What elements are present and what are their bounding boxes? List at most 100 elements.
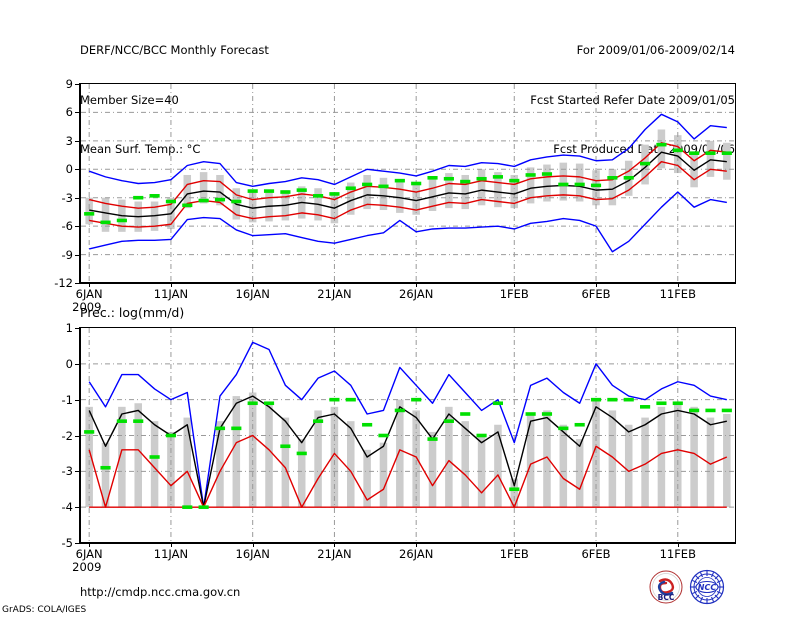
logo-group: BCC NCC xyxy=(645,569,740,605)
spread-bar xyxy=(412,184,420,215)
x-axis-tick-mark xyxy=(416,283,418,287)
spread-bar xyxy=(706,417,715,508)
series-line-3 xyxy=(88,434,728,508)
x-axis-tick-label: 1FEB xyxy=(499,287,529,301)
observation-dash xyxy=(133,195,144,200)
x-axis-tick-label: 11FEB xyxy=(659,287,696,301)
y-axis-tick-label: -4 xyxy=(61,500,73,515)
chart-title: DERF/NCC/BCC Monthly Forecast xyxy=(80,43,269,57)
spread-bar xyxy=(134,403,142,508)
spread-bar xyxy=(428,178,437,211)
spread-bar xyxy=(412,410,420,508)
observation-dash xyxy=(656,142,667,147)
observation-dash xyxy=(689,151,700,155)
spread-bar xyxy=(559,424,568,508)
spread-bar xyxy=(690,406,698,508)
x-axis-tick-label: 11JAN xyxy=(153,547,189,561)
spread-bar xyxy=(314,410,322,508)
observation-dash xyxy=(411,181,422,186)
observation-dash xyxy=(362,422,373,427)
svg-text:BCC: BCC xyxy=(658,593,675,602)
y-axis-tick-mark xyxy=(75,471,81,473)
spread-bar xyxy=(428,431,437,508)
spread-bar xyxy=(101,442,110,508)
y-axis-tick-mark xyxy=(75,226,81,228)
x-axis-tick-label: 6FEB xyxy=(581,287,611,301)
y-axis-tick-label: -3 xyxy=(61,190,73,205)
y-axis-tick-mark xyxy=(75,435,81,437)
y-axis-tick-label: -6 xyxy=(61,219,73,234)
y-axis-tick-label: 0 xyxy=(65,162,73,177)
observation-dash xyxy=(182,505,193,509)
x-axis-tick-label: 16JAN xyxy=(235,287,270,301)
y-axis-tick-mark xyxy=(75,169,81,171)
spread-bar xyxy=(674,135,682,174)
y-axis-tick-label: 3 xyxy=(65,133,73,148)
observation-dash xyxy=(427,437,438,441)
spread-bar xyxy=(379,177,388,211)
spread-bar xyxy=(363,449,371,508)
observation-dash xyxy=(607,176,618,180)
spread-bar xyxy=(674,403,682,508)
y-axis-tick-mark xyxy=(75,140,81,142)
spread-bar xyxy=(592,399,600,508)
spread-bar xyxy=(641,417,649,508)
spread-bar xyxy=(118,406,126,508)
spread-bar xyxy=(396,399,404,508)
observation-dash xyxy=(84,430,95,434)
observation-dash xyxy=(509,178,520,183)
spread-bar xyxy=(575,163,584,202)
spread-bar xyxy=(543,410,551,508)
x-axis-year-label: 2009 xyxy=(72,300,102,314)
spread-bar xyxy=(445,406,453,508)
observation-dash xyxy=(705,151,716,155)
x-axis-tick-label: 21JAN xyxy=(317,287,352,301)
x-axis-tick-mark xyxy=(252,283,254,287)
series-line-4 xyxy=(89,191,727,253)
x-axis-tick-mark xyxy=(514,283,516,287)
x-axis-tick-mark xyxy=(596,283,598,287)
precipitation-panel xyxy=(79,327,736,544)
observation-dash xyxy=(411,397,422,402)
observation-dash xyxy=(280,444,291,449)
observation-dash xyxy=(231,426,242,431)
observation-dash xyxy=(198,198,209,203)
observation-dash xyxy=(247,189,258,193)
spread-bar xyxy=(477,169,486,206)
observation-dash xyxy=(100,465,111,470)
spread-bar-group xyxy=(85,392,731,509)
y-axis-tick-label: 0 xyxy=(65,356,73,371)
observation-dash xyxy=(443,419,454,423)
x-axis-tick-mark xyxy=(170,543,172,547)
x-axis-tick-mark xyxy=(596,543,598,547)
y-axis-tick-label: -9 xyxy=(61,247,73,262)
website-url[interactable]: http://cmdp.ncc.cma.gov.cn xyxy=(80,585,241,599)
spread-bar xyxy=(297,439,306,508)
observation-dash xyxy=(672,401,683,406)
observation-dash xyxy=(313,194,324,198)
spread-bar xyxy=(445,173,453,209)
y-axis-tick-label: -3 xyxy=(61,464,73,479)
x-axis-tick-label: 6JAN xyxy=(75,287,103,301)
observation-dash xyxy=(541,412,553,416)
observation-dash xyxy=(116,419,127,423)
observation-dash xyxy=(476,433,487,438)
series-line-1 xyxy=(89,142,727,209)
y-axis-tick-label: -1 xyxy=(61,392,73,407)
observation-marker-group xyxy=(84,142,732,225)
y-axis-tick-mark xyxy=(75,283,81,284)
series-line-0 xyxy=(88,113,727,188)
observation-dash xyxy=(427,176,438,180)
series-line-0 xyxy=(88,341,727,508)
observation-dash xyxy=(492,401,503,406)
observation-dash xyxy=(607,397,618,402)
y-axis-tick-mark xyxy=(75,507,81,509)
member-size-label: Member Size=40 xyxy=(80,92,179,107)
x-axis-tick-label: 6FEB xyxy=(581,547,611,561)
observation-dash xyxy=(460,179,471,184)
observation-dash xyxy=(378,184,389,189)
x-axis-tick-mark xyxy=(170,283,172,287)
y-axis-tick-mark xyxy=(75,399,81,401)
y-axis-tick-label: -5 xyxy=(61,536,73,550)
